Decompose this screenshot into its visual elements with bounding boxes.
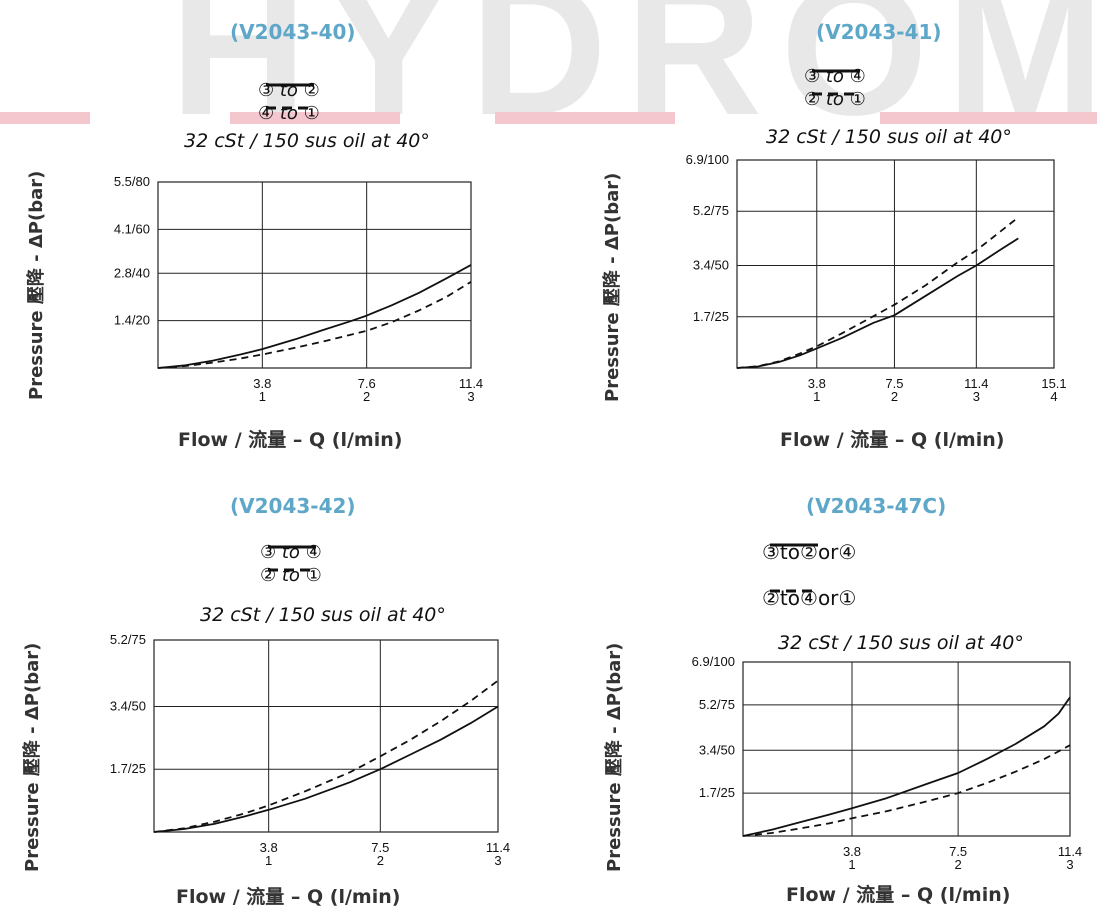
plot-frame (742, 661, 1071, 837)
x-tick-label: 7.5 (885, 376, 903, 391)
chart-title: (V2043-42) (230, 494, 356, 518)
y-tick-label: 6.9/100 (686, 152, 729, 167)
x-tick-label: 11.4 (459, 376, 483, 391)
x-tick-label-gpm: 2 (955, 857, 962, 872)
x-tick-label-gpm: 1 (848, 857, 855, 872)
x-axis-title: Flow / 流量 – Q (l/min) (176, 886, 401, 908)
y-tick-label: 5.2/75 (110, 632, 146, 647)
legend-swatch-dashed (266, 106, 314, 110)
y-tick-label: 1.7/25 (699, 785, 735, 800)
x-axis-title: Flow / 流量 – Q (l/min) (786, 884, 1011, 906)
series-line-dashed (157, 281, 472, 369)
y-tick-label: 6.9/100 (692, 654, 735, 669)
oil-condition-text: 32 cSt / 150 sus oil at 40° (766, 126, 1012, 148)
x-tick-label-gpm: 2 (363, 389, 370, 404)
x-tick-label-gpm: 3 (467, 389, 474, 404)
series-line-solid (153, 705, 499, 833)
x-tick-label-gpm: 3 (1066, 857, 1073, 872)
x-tick-label-gpm: 2 (377, 853, 384, 868)
x-tick-label: 11.4 (964, 376, 988, 391)
plot-area: 3.81 7.52 11.43 15.14 1.7/25 3.4/50 5.2/75 6.9/… (686, 152, 1067, 404)
chart-title: (V2043-41) (816, 20, 942, 44)
y-tick-label: 3.4/50 (693, 258, 729, 273)
y-tick-label: 5.2/75 (699, 697, 735, 712)
plot-area: 3.81 7.52 11.43 1.7/25 3.4/50 5.2/75 6.9/100 (692, 654, 1083, 872)
legend-swatch-solid (268, 545, 316, 549)
x-tick-label-gpm: 2 (891, 389, 898, 404)
x-axis-title: Flow / 流量 – Q (l/min) (780, 429, 1005, 451)
legend-entry-solid: ③to②or④ (762, 540, 856, 564)
x-tick-label-gpm: 4 (1050, 389, 1057, 404)
x-tick-label: 7.5 (949, 844, 967, 859)
plot-frame (157, 181, 472, 369)
plot-area: 3.81 7.52 11.43 1.7/25 3.4/50 5.2/75 (110, 632, 510, 868)
x-tick-label: 7.6 (358, 376, 376, 391)
plot-frame (736, 159, 1055, 369)
x-tick-label: 11.4 (486, 840, 510, 855)
legend-entry-solid: ③ to ④ (260, 542, 322, 563)
y-tick-label: 1.4/20 (114, 313, 150, 328)
x-tick-label: 11.4 (1058, 844, 1082, 859)
series-line-dashed (153, 679, 499, 833)
x-tick-label-gpm: 3 (973, 389, 980, 404)
y-tick-label: 2.8/40 (114, 265, 150, 280)
chart-title: (V2043-40) (230, 20, 356, 44)
y-tick-label: 3.4/50 (110, 698, 146, 713)
legend-entry-solid: ③ to ② (258, 80, 320, 101)
chart-panel-4: (V2043-47C) ③to②or④ ②to④or① 32 cSt / 150 su… (548, 462, 1097, 918)
x-tick-label-gpm: 1 (265, 853, 272, 868)
y-tick-label: 1.7/25 (110, 761, 146, 776)
legend-entry-dashed: ④ to ① (258, 103, 320, 124)
legend-entry-solid: ③ to ④ (804, 66, 866, 87)
legend-entry-dashed: ② to ① (260, 565, 322, 586)
legend-swatch-solid (770, 543, 818, 547)
series-line-solid (157, 264, 472, 369)
x-tick-label: 3.8 (253, 376, 271, 391)
legend-entry-dashed: ②to④or① (762, 586, 856, 610)
x-axis-title: Flow / 流量 – Q (l/min) (178, 429, 403, 451)
chart-title: (V2043-47C) (806, 494, 947, 518)
x-tick-label: 3.8 (260, 840, 278, 855)
x-tick-label: 15.1 (1041, 376, 1066, 391)
x-tick-label: 3.8 (808, 376, 826, 391)
y-tick-label: 3.4/50 (699, 742, 735, 757)
plot-area: 3.81 7.62 11.43 1.4/20 2.8/40 4.1/60 5.5/80 (114, 174, 483, 404)
legend-swatch-solid (266, 83, 314, 87)
series-line-dashed (742, 744, 1071, 837)
legend-swatch-dashed (812, 92, 860, 96)
y-tick-label: 4.1/60 (114, 221, 150, 236)
x-tick-label-gpm: 1 (813, 389, 820, 404)
legend-swatch-solid (812, 69, 860, 73)
plot-frame (153, 639, 499, 833)
y-tick-label: 5.5/80 (114, 174, 150, 189)
x-tick-label: 3.8 (843, 844, 861, 859)
oil-condition-text: 32 cSt / 150 sus oil at 40° (778, 632, 1024, 654)
legend-swatch-dashed (268, 568, 316, 572)
y-tick-label: 1.7/25 (693, 309, 729, 324)
x-tick-label: 7.5 (371, 840, 389, 855)
x-tick-label-gpm: 1 (259, 389, 266, 404)
y-tick-label: 5.2/75 (693, 203, 729, 218)
legend-swatch-dashed (770, 589, 818, 593)
series-line-dashed (736, 216, 1019, 369)
oil-condition-text: 32 cSt / 150 sus oil at 40° (200, 604, 446, 626)
series-line-solid (742, 696, 1071, 837)
legend-entry-dashed: ② to ① (804, 89, 866, 110)
x-tick-label-gpm: 3 (494, 853, 501, 868)
oil-condition-text: 32 cSt / 150 sus oil at 40° (184, 130, 430, 152)
